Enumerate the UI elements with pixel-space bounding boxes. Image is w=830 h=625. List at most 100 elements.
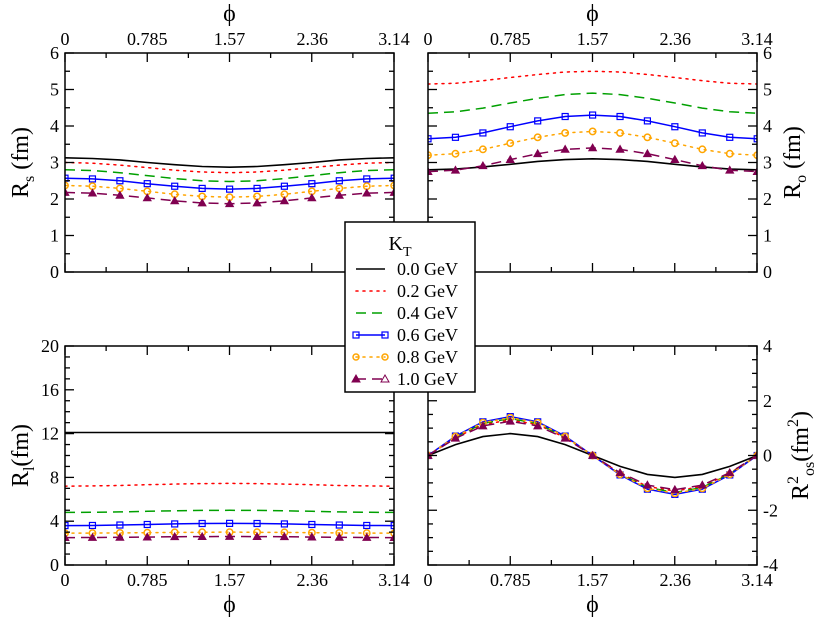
data-point bbox=[253, 519, 261, 528]
data-point bbox=[198, 184, 206, 193]
y-tick-label: 0 bbox=[50, 555, 59, 575]
data-point bbox=[478, 145, 487, 154]
data-point bbox=[142, 532, 152, 541]
series-0-4-GeV bbox=[65, 509, 394, 514]
data-point bbox=[505, 416, 515, 425]
data-point bbox=[587, 143, 598, 152]
panel-bottom-left: 0 0.785 1.57 2.36 3.14 ϕ 0 4 8 12 16 20 Rl(fm) bbox=[8, 336, 410, 618]
x-tick-label: 0 bbox=[61, 570, 70, 590]
data-point bbox=[171, 520, 179, 528]
data-point bbox=[363, 521, 371, 530]
data-point bbox=[143, 180, 151, 188]
x-axis-label: ϕ bbox=[586, 1, 599, 27]
series-0-0-GeV bbox=[65, 157, 394, 169]
data-point bbox=[643, 133, 652, 142]
x-tick-label: 1.57 bbox=[577, 29, 609, 49]
data-point bbox=[753, 151, 757, 160]
data-point bbox=[725, 467, 735, 477]
data-point bbox=[725, 149, 734, 158]
x-tick-label: 0.785 bbox=[490, 570, 531, 590]
legend-label: 0.8 GeV bbox=[397, 347, 458, 367]
data-point bbox=[451, 133, 460, 141]
data-point bbox=[116, 177, 124, 185]
series-0-2-GeV bbox=[65, 482, 394, 487]
x-tick-label: 0 bbox=[61, 29, 70, 49]
data-point bbox=[171, 182, 179, 190]
series-line bbox=[65, 509, 394, 514]
y-label-unit: (fm bbox=[788, 427, 814, 462]
x-tick-label: 0 bbox=[424, 29, 433, 49]
y-tick-label: 20 bbox=[41, 336, 59, 356]
data-point bbox=[560, 433, 570, 442]
series-line bbox=[65, 157, 394, 169]
series-line bbox=[428, 130, 757, 156]
data-point bbox=[428, 151, 432, 160]
x-tick-label: 0.785 bbox=[127, 570, 168, 590]
y-label-unit: (fm) bbox=[8, 127, 34, 176]
data-point bbox=[253, 184, 261, 193]
data-point bbox=[280, 520, 289, 528]
data-point bbox=[308, 180, 316, 188]
data-point bbox=[450, 433, 461, 442]
data-point bbox=[643, 117, 652, 125]
data-point bbox=[226, 185, 234, 193]
series-0-4-GeV bbox=[65, 169, 394, 183]
x-tick-label: 0.785 bbox=[127, 29, 168, 49]
legend-entry: 0.4 GeV bbox=[356, 303, 458, 323]
plot-frame bbox=[427, 52, 758, 273]
data-point bbox=[726, 133, 734, 141]
data-point bbox=[505, 154, 515, 163]
x-tick-label: 0.785 bbox=[490, 29, 531, 49]
data-point bbox=[725, 165, 735, 174]
series-0-2-GeV bbox=[65, 161, 394, 174]
legend-marker bbox=[352, 331, 360, 339]
x-axis-label: ϕ bbox=[586, 592, 599, 618]
y-label-main: R bbox=[8, 471, 34, 487]
data-point bbox=[698, 145, 707, 154]
data-point bbox=[450, 165, 461, 174]
series-1-0-GeV bbox=[65, 187, 394, 208]
y-tick-label: 8 bbox=[50, 467, 59, 487]
data-point bbox=[363, 175, 371, 183]
data-point bbox=[589, 111, 597, 119]
x-axis-label: ϕ bbox=[223, 1, 236, 27]
series-line bbox=[428, 114, 757, 140]
data-point bbox=[65, 187, 70, 196]
data-point bbox=[88, 175, 97, 183]
y-label-sub: o bbox=[793, 175, 810, 183]
y-tick-label: 16 bbox=[41, 380, 59, 400]
x-axis-label: ϕ bbox=[223, 592, 236, 618]
series-0-0-GeV bbox=[428, 157, 757, 171]
data-point bbox=[642, 480, 653, 489]
data-point bbox=[116, 521, 124, 529]
data-point bbox=[697, 480, 707, 489]
data-point bbox=[616, 112, 624, 121]
data-point bbox=[753, 135, 757, 143]
data-point bbox=[143, 520, 151, 529]
legend-label: 0.6 GeV bbox=[397, 325, 458, 345]
data-point bbox=[561, 112, 569, 121]
y-tick-label: -2 bbox=[763, 500, 778, 520]
y-tick-label: 3 bbox=[763, 153, 772, 173]
series-line bbox=[428, 70, 757, 85]
y-tick-label: 0 bbox=[763, 446, 772, 466]
series-1-0-GeV bbox=[428, 416, 757, 494]
series-line bbox=[65, 177, 394, 190]
x-tick-label: 2.36 bbox=[297, 570, 329, 590]
y-axis-label: Ro (fm) bbox=[780, 126, 810, 199]
data-point bbox=[362, 188, 372, 197]
data-point bbox=[252, 198, 262, 207]
legend-entry: 0.6 GeV bbox=[352, 325, 458, 345]
data-point bbox=[616, 128, 625, 137]
y-label-unit-close: ) bbox=[788, 411, 814, 419]
y-tick-label: 4 bbox=[50, 511, 59, 531]
x-tick-label: 1.57 bbox=[214, 570, 246, 590]
data-point bbox=[226, 519, 234, 527]
series-0-4-GeV bbox=[428, 92, 757, 114]
x-tick-label: 3.14 bbox=[378, 29, 410, 49]
series-line bbox=[65, 184, 394, 198]
y-label-unit-sup: 2 bbox=[785, 419, 802, 427]
y-label-unit: (fm) bbox=[780, 126, 806, 175]
